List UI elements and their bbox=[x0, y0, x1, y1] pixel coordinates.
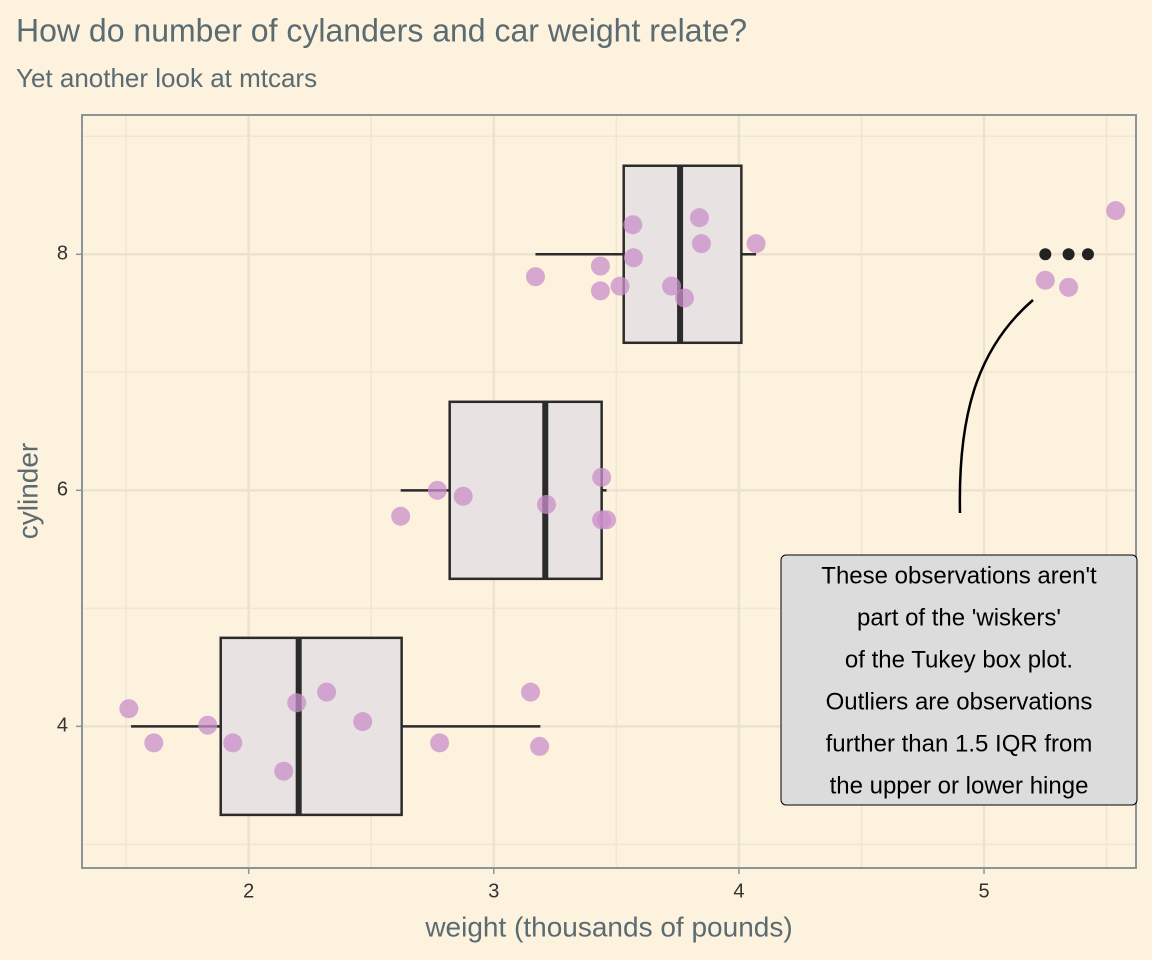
y-tick-label: 4 bbox=[57, 715, 68, 737]
point bbox=[689, 208, 709, 228]
annotation-line: part of the 'wiskers' bbox=[857, 604, 1061, 631]
point bbox=[223, 733, 243, 753]
x-axis-label: weight (thousands of pounds) bbox=[424, 911, 792, 942]
box bbox=[448, 400, 603, 581]
box bbox=[219, 636, 403, 817]
y-tick-label: 8 bbox=[57, 243, 68, 265]
point bbox=[674, 288, 694, 308]
point bbox=[1106, 201, 1126, 221]
x-tick-label: 4 bbox=[733, 880, 744, 902]
annotation-line: of the Tukey box plot. bbox=[845, 646, 1073, 673]
x-tick-label: 5 bbox=[978, 880, 989, 902]
point bbox=[287, 693, 307, 713]
annotation-line: further than 1.5 IQR from bbox=[826, 730, 1093, 757]
panel-border bbox=[81, 114, 1137, 869]
point bbox=[198, 715, 218, 735]
point bbox=[317, 682, 337, 702]
point bbox=[662, 276, 682, 296]
outlier bbox=[1081, 248, 1094, 261]
point bbox=[623, 215, 643, 235]
point bbox=[1035, 270, 1055, 290]
point bbox=[746, 234, 766, 254]
annotation: These observations aren't part of the 'wi… bbox=[821, 562, 1097, 799]
point bbox=[430, 733, 450, 753]
annotation-box bbox=[780, 554, 1138, 806]
point bbox=[119, 699, 139, 719]
point bbox=[521, 682, 541, 702]
point bbox=[530, 736, 550, 756]
point bbox=[391, 506, 411, 526]
chart-title: How do number of cylanders and car weigh… bbox=[16, 12, 747, 48]
point bbox=[427, 480, 447, 500]
point bbox=[597, 510, 617, 530]
point bbox=[624, 248, 644, 268]
x-tick-label: 3 bbox=[488, 880, 499, 902]
annotation-line: These observations aren't bbox=[821, 562, 1097, 589]
x-tick-label: 2 bbox=[243, 880, 254, 902]
plot-marks bbox=[119, 164, 1126, 817]
point bbox=[590, 256, 610, 276]
point bbox=[144, 733, 164, 753]
y-axis-label: cylinder bbox=[12, 443, 43, 539]
point bbox=[525, 267, 545, 287]
annotation-curve bbox=[958, 299, 1034, 514]
point bbox=[590, 281, 610, 301]
annotation-line: Outliers are observations bbox=[826, 688, 1093, 715]
outlier bbox=[1062, 248, 1075, 261]
outlier bbox=[1039, 248, 1052, 261]
point bbox=[536, 494, 556, 514]
point bbox=[1059, 277, 1079, 297]
point bbox=[691, 234, 711, 254]
y-tick-label: 6 bbox=[57, 479, 68, 501]
point bbox=[274, 761, 294, 781]
point bbox=[353, 712, 373, 732]
point bbox=[610, 276, 630, 296]
point bbox=[592, 467, 612, 487]
chart-subtitle: Yet another look at mtcars bbox=[16, 63, 317, 93]
annotation-line: the upper or lower hinge bbox=[830, 772, 1089, 799]
point bbox=[453, 486, 473, 506]
